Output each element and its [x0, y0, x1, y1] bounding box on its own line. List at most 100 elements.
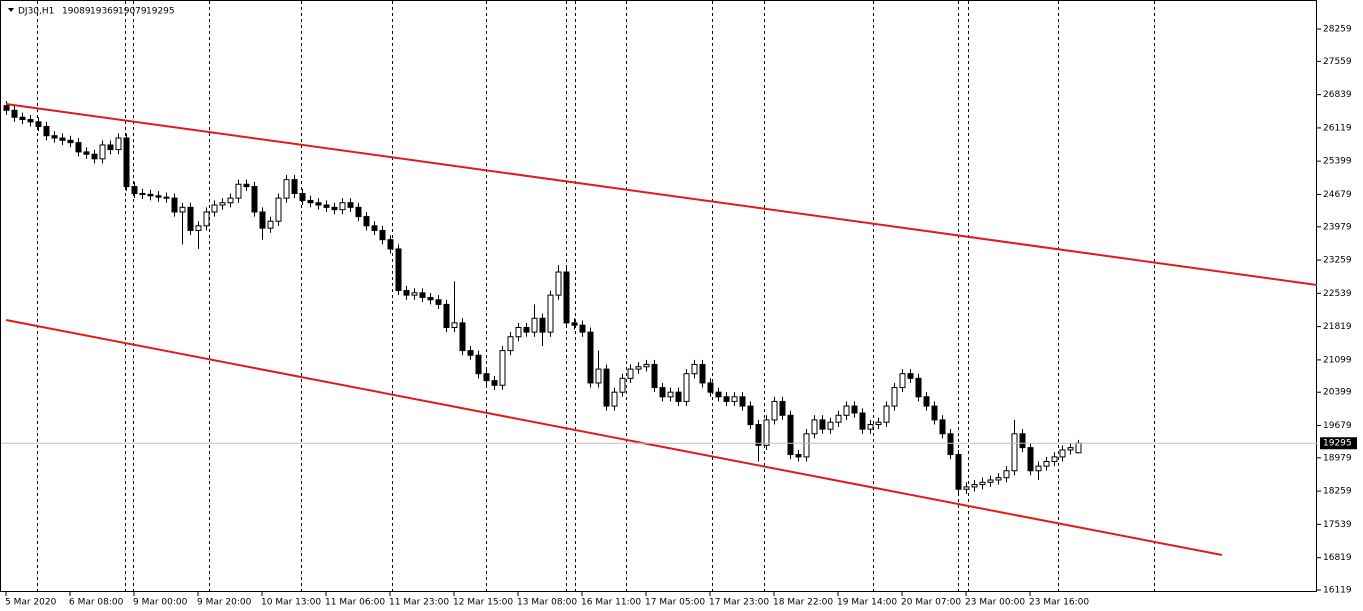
candle-body: [995, 477, 1002, 481]
candle-body: [931, 405, 938, 421]
candle-body: [435, 299, 442, 305]
candle-body: [387, 239, 394, 250]
candle-body: [1043, 461, 1050, 467]
candle-body: [891, 387, 898, 407]
candle-body: [275, 197, 282, 222]
y-tick-label: 16119: [1323, 586, 1352, 596]
x-tick-label: 17 Mar 23:00: [709, 598, 769, 608]
candle-body: [259, 211, 266, 229]
x-tick-label: 12 Mar 15:00: [453, 598, 513, 608]
candle-body: [339, 202, 346, 211]
y-tick-label: 23979: [1323, 222, 1352, 232]
candle-body: [787, 414, 794, 456]
candle-body: [107, 144, 114, 151]
y-tick-label: 24679: [1323, 190, 1352, 200]
candle-body: [627, 368, 634, 379]
y-tick-label: 17539: [1323, 520, 1352, 530]
candle-body: [163, 196, 170, 199]
y-tick-label: 21099: [1323, 355, 1352, 365]
candle-body: [315, 202, 322, 206]
candle-body: [507, 336, 514, 352]
last-open: 19089: [62, 7, 91, 17]
candle-body: [363, 216, 370, 227]
y-tick-label: 19679: [1323, 421, 1352, 431]
candle-body: [379, 229, 386, 241]
y-tick-label: 26839: [1323, 90, 1352, 100]
candle-body: [83, 151, 90, 155]
candle-body: [715, 391, 722, 398]
candle-body: [915, 377, 922, 398]
candle-body: [171, 197, 178, 213]
trend-line: [5, 103, 1318, 286]
x-tick-label: 5 Mar 2020: [5, 598, 57, 608]
candle-body: [987, 479, 994, 483]
candle-body: [419, 292, 426, 298]
candle-body: [1011, 433, 1018, 472]
x-tick-label: 10 Mar 13:00: [261, 598, 321, 608]
y-tick-label: 22539: [1323, 289, 1352, 299]
price-label: 19295: [1323, 439, 1352, 449]
candle-body: [539, 317, 546, 333]
y-tick-label: 21819: [1323, 322, 1352, 332]
candle-body: [195, 225, 202, 231]
candle-body: [859, 412, 866, 430]
candle-body: [499, 350, 506, 386]
candle-body: [923, 396, 930, 407]
candle-body: [3, 105, 10, 111]
candle-body: [595, 368, 602, 384]
x-tick-label: 19 Mar 14:00: [837, 598, 897, 608]
menu-triangle[interactable]: [8, 8, 14, 12]
candle-body: [979, 481, 986, 486]
trend-line: [5, 319, 1223, 556]
candle-body: [451, 322, 458, 328]
candle-body: [667, 391, 674, 398]
candle-body: [411, 292, 418, 296]
x-tick-label: 18 Mar 22:00: [773, 598, 833, 608]
x-tick-label: 23 Mar 16:00: [1029, 598, 1089, 608]
candle-body: [611, 391, 618, 407]
candle-body: [459, 322, 466, 352]
symbol: DJ30,H1: [18, 7, 54, 17]
candle-body: [515, 326, 522, 338]
candle-body: [355, 206, 362, 218]
candle-body: [91, 153, 98, 160]
candle-body: [851, 405, 858, 414]
candle-body: [563, 271, 570, 324]
candle-body: [1075, 442, 1082, 454]
y-tick-label: 25399: [1323, 157, 1352, 167]
candle-body: [211, 204, 218, 213]
candle-body: [571, 322, 578, 326]
candle-body: [907, 373, 914, 379]
candle-body: [235, 183, 242, 199]
candle-body: [27, 119, 34, 123]
candle-body: [675, 391, 682, 402]
candle-body: [683, 373, 690, 402]
candle-body: [203, 211, 210, 227]
plot-frame: [0, 0, 1317, 592]
candle-body: [99, 144, 106, 160]
candle-body: [1027, 447, 1034, 472]
candle-body: [283, 179, 290, 199]
candle-body: [619, 377, 626, 393]
candle-body: [1051, 456, 1058, 463]
candle-body: [307, 199, 314, 204]
candle-body: [811, 419, 818, 435]
candle-body: [475, 354, 482, 375]
candle-body: [659, 387, 666, 398]
last-high: 19369: [90, 7, 119, 17]
candle-body: [115, 137, 122, 151]
candle-body: [635, 366, 642, 370]
y-tick-label: 23259: [1323, 256, 1352, 266]
x-tick-label: 17 Mar 05:00: [645, 598, 705, 608]
y-tick-label: 27559: [1323, 57, 1352, 67]
candle-body: [867, 424, 874, 430]
candle-body: [403, 290, 410, 296]
candle-body: [1019, 433, 1026, 449]
candle-body: [43, 125, 50, 137]
candle-body: [699, 363, 706, 384]
candle-body: [523, 326, 530, 333]
candle-body: [771, 400, 778, 421]
candle-body: [219, 202, 226, 206]
candle-body: [779, 400, 786, 416]
